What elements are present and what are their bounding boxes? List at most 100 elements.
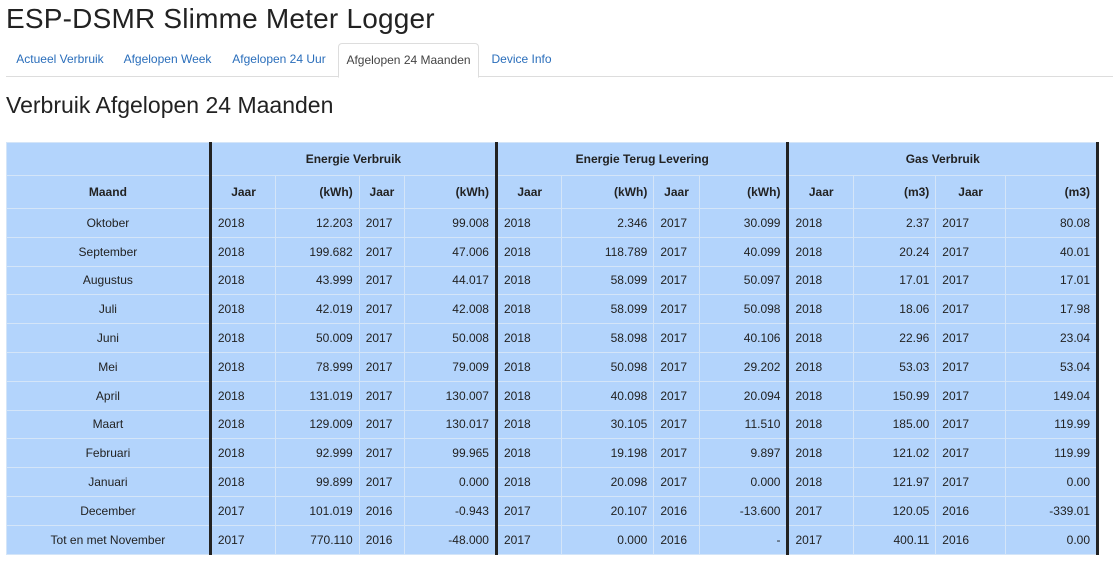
- year-cell: 2017: [653, 409, 700, 440]
- year-cell: 2016: [653, 495, 700, 526]
- year-cell: 2018: [494, 265, 563, 296]
- value-cell: 17.01: [1004, 265, 1100, 296]
- table-row: Maart 2018 129.009 2017 130.017 2018 30.105 201…: [6, 409, 1100, 440]
- header-year: Jaar: [653, 175, 700, 209]
- value-cell: 0.000: [404, 467, 497, 497]
- year-cell: 2017: [358, 294, 406, 325]
- year-cell: 2017: [208, 524, 277, 555]
- year-cell: 2017: [358, 236, 406, 267]
- month-cell: Februari: [6, 438, 211, 469]
- group-header-energy: Energie Verbruik: [208, 142, 497, 176]
- table-row: Juni 2018 50.009 2017 50.008 2018 58.098 2017 40…: [6, 323, 1100, 353]
- year-cell: 2018: [786, 351, 854, 382]
- table-row: Mei 2018 78.999 2017 79.009 2018 50.098 2017 29.…: [6, 351, 1100, 382]
- table-body: Oktober 2018 12.203 2017 99.008 2018 2.346 2017…: [6, 208, 1100, 555]
- tab-afgelopen-24-maanden[interactable]: Afgelopen 24 Maanden: [338, 43, 479, 78]
- value-cell: 101.019: [275, 495, 360, 526]
- year-cell: 2017: [358, 208, 406, 238]
- year-cell: 2018: [494, 323, 563, 353]
- header-month: Maand: [6, 175, 211, 209]
- value-cell: 131.019: [275, 380, 360, 411]
- value-cell: 0.00: [1004, 467, 1100, 497]
- year-cell: 2018: [494, 438, 563, 469]
- value-cell: 130.007: [404, 380, 497, 411]
- year-cell: 2017: [786, 495, 854, 526]
- year-cell: 2018: [494, 409, 563, 440]
- value-cell: 0.00: [1004, 524, 1100, 555]
- value-cell: 53.03: [852, 351, 937, 382]
- year-cell: 2018: [208, 380, 277, 411]
- month-cell: Juni: [6, 323, 211, 353]
- value-cell: 118.789: [561, 236, 655, 267]
- header-year: Jaar: [358, 175, 406, 209]
- value-cell: 2.346: [561, 208, 655, 238]
- month-cell: Tot en met November: [6, 524, 211, 555]
- usage-table: Energie Verbruik Energie Terug Levering …: [6, 142, 1100, 555]
- table-row: Januari 2018 99.899 2017 0.000 2018 20.098 2017…: [6, 467, 1100, 497]
- value-cell: 80.08: [1004, 208, 1100, 238]
- month-cell: Januari: [6, 467, 211, 497]
- month-cell: April: [6, 380, 211, 411]
- value-cell: 92.999: [275, 438, 360, 469]
- value-cell: 119.99: [1004, 438, 1100, 469]
- year-cell: 2017: [653, 208, 700, 238]
- table-row: Februari 2018 92.999 2017 99.965 2018 19.198 20…: [6, 438, 1100, 469]
- value-cell: 0.000: [698, 467, 789, 497]
- year-cell: 2017: [653, 265, 700, 296]
- value-cell: 18.06: [852, 294, 937, 325]
- value-cell: 400.11: [852, 524, 937, 555]
- value-cell: 770.110: [275, 524, 360, 555]
- header-year: Jaar: [786, 175, 854, 209]
- year-cell: 2017: [653, 294, 700, 325]
- year-cell: 2018: [208, 294, 277, 325]
- year-cell: 2017: [935, 380, 1006, 411]
- group-header-gas: Gas Verbruik: [786, 142, 1099, 176]
- year-cell: 2018: [208, 409, 277, 440]
- tab-device-info[interactable]: Device Info: [491, 52, 552, 66]
- value-cell: 17.01: [852, 265, 937, 296]
- year-cell: 2018: [494, 467, 563, 497]
- value-cell: 19.198: [561, 438, 655, 469]
- value-cell: 9.897: [698, 438, 789, 469]
- value-cell: 130.017: [404, 409, 497, 440]
- year-cell: 2018: [786, 236, 854, 267]
- table-row: December 2017 101.019 2016 -0.943 2017 20.107 2…: [6, 495, 1100, 526]
- tab-afgelopen-week[interactable]: Afgelopen Week: [123, 52, 212, 66]
- year-cell: 2018: [786, 380, 854, 411]
- tab-actueel-verbruik[interactable]: Actueel Verbruik: [16, 52, 104, 66]
- year-cell: 2017: [358, 323, 406, 353]
- value-cell: 44.017: [404, 265, 497, 296]
- value-cell: -: [698, 524, 789, 555]
- app-title: ESP-DSMR Slimme Meter Logger: [6, 3, 435, 34]
- value-cell: 185.00: [852, 409, 937, 440]
- table-row: September 2018 199.682 2017 47.006 2018 118.78…: [6, 236, 1100, 267]
- value-cell: 42.019: [275, 294, 360, 325]
- value-cell: 0.000: [561, 524, 655, 555]
- value-cell: 40.106: [698, 323, 789, 353]
- empty-header-cell: [6, 142, 211, 176]
- value-cell: 22.96: [852, 323, 937, 353]
- year-cell: 2018: [208, 438, 277, 469]
- year-cell: 2017: [935, 409, 1006, 440]
- header-year: Jaar: [208, 175, 277, 209]
- month-cell: December: [6, 495, 211, 526]
- value-cell: 199.682: [275, 236, 360, 267]
- value-cell: 30.099: [698, 208, 789, 238]
- year-cell: 2017: [935, 467, 1006, 497]
- month-cell: Mei: [6, 351, 211, 382]
- header-unit: (kWh): [275, 175, 360, 209]
- value-cell: 47.006: [404, 236, 497, 267]
- year-cell: 2017: [358, 380, 406, 411]
- value-cell: 58.099: [561, 265, 655, 296]
- value-cell: 42.008: [404, 294, 497, 325]
- table-row: Tot en met November 2017 770.110 2016 -48.00…: [6, 524, 1100, 555]
- tab-afgelopen-24-uur[interactable]: Afgelopen 24 Uur: [232, 52, 326, 66]
- year-cell: 2017: [358, 265, 406, 296]
- year-cell: 2017: [208, 495, 277, 526]
- value-cell: 20.098: [561, 467, 655, 497]
- value-cell: 58.099: [561, 294, 655, 325]
- column-header-row: Maand Jaar (kWh) Jaar (kWh) Jaar (kWh) J…: [6, 175, 1100, 209]
- value-cell: 120.05: [852, 495, 937, 526]
- year-cell: 2018: [786, 294, 854, 325]
- year-cell: 2017: [653, 380, 700, 411]
